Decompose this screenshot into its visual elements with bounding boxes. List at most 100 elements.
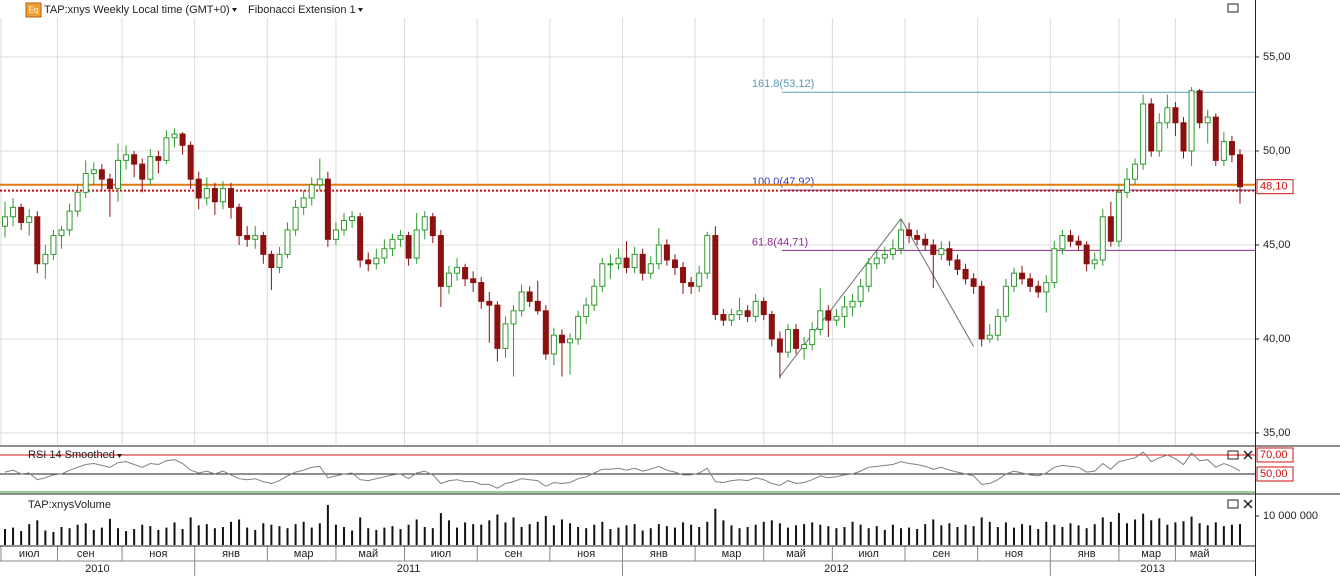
maximize-button[interactable] bbox=[1227, 3, 1239, 13]
fib-trend-line bbox=[779, 218, 902, 377]
volume-bar bbox=[520, 527, 523, 545]
maximize-button[interactable] bbox=[1227, 450, 1239, 460]
candle-body bbox=[1067, 235, 1074, 242]
candle-body bbox=[712, 235, 719, 316]
volume-bar bbox=[165, 527, 168, 545]
candle-body bbox=[542, 310, 549, 355]
volume-bar bbox=[1012, 527, 1015, 545]
candle-body bbox=[1010, 272, 1017, 287]
candle-body bbox=[954, 259, 961, 270]
volume-bar bbox=[423, 527, 426, 545]
y-tick-label: 40,00 bbox=[1263, 333, 1291, 345]
volume-bar bbox=[1182, 521, 1185, 545]
candle-body bbox=[381, 248, 388, 259]
volume-bar bbox=[552, 525, 555, 545]
volume-bar bbox=[4, 529, 6, 545]
volume-bar bbox=[76, 524, 79, 545]
candle-body bbox=[833, 315, 840, 321]
candle-body bbox=[365, 259, 372, 265]
volume-bar bbox=[84, 523, 87, 545]
data-layer: июл сен ноя янв мар май июл сен ноя янв мар май июл с… bbox=[0, 51, 1318, 576]
candle-body bbox=[518, 291, 525, 312]
candle-body bbox=[752, 300, 759, 317]
candle-body bbox=[575, 315, 582, 340]
candle-body bbox=[462, 267, 469, 280]
month-label: сен bbox=[77, 548, 95, 560]
volume-bar bbox=[439, 513, 442, 545]
candle-body bbox=[1237, 154, 1243, 188]
candle-body bbox=[607, 263, 614, 266]
candle-body bbox=[558, 334, 565, 344]
candle-body bbox=[445, 272, 452, 287]
study-label[interactable]: Fibonacci Extension 1 bbox=[248, 4, 356, 16]
candle-body bbox=[583, 304, 590, 317]
candle-body bbox=[42, 253, 49, 265]
candle-body bbox=[1099, 216, 1106, 261]
icon-label: Eq bbox=[29, 6, 39, 15]
candle-body bbox=[171, 133, 178, 139]
dropdown-arrow[interactable] bbox=[117, 454, 122, 458]
close-button[interactable] bbox=[1243, 450, 1253, 460]
candle-body bbox=[1140, 103, 1147, 165]
volume-bar bbox=[875, 526, 878, 545]
candle-body bbox=[591, 285, 598, 306]
maximize-button[interactable] bbox=[1227, 499, 1239, 509]
candle-body bbox=[760, 300, 767, 316]
candle-body bbox=[454, 267, 461, 274]
volume-bar bbox=[36, 520, 39, 545]
volume-bar bbox=[560, 519, 563, 545]
candle-body bbox=[857, 285, 864, 302]
candle-body bbox=[308, 184, 315, 199]
rsi-label[interactable]: RSI 14 Smoothed bbox=[28, 449, 115, 461]
symbol-icon[interactable] bbox=[25, 2, 42, 18]
volume-bar bbox=[1029, 525, 1032, 545]
volume-bar bbox=[665, 526, 668, 545]
candle-body bbox=[74, 191, 81, 212]
chart-title[interactable]: TAP:xnys Weekly Local time (GMT+0) bbox=[44, 4, 230, 16]
volume-bar bbox=[649, 528, 652, 545]
volume-bar bbox=[1117, 513, 1120, 545]
candle-body bbox=[397, 235, 404, 240]
candle-body bbox=[1156, 122, 1163, 152]
candle-body bbox=[647, 263, 654, 274]
volume-bar bbox=[1174, 522, 1177, 545]
candle-body bbox=[187, 144, 194, 180]
candle-body bbox=[2, 216, 8, 227]
volume-bar bbox=[536, 521, 539, 545]
rsi-tick-box bbox=[1256, 447, 1294, 463]
volume-bar bbox=[706, 521, 709, 545]
candle-body bbox=[615, 257, 622, 265]
volume-bar bbox=[996, 527, 999, 545]
candle-body bbox=[1123, 178, 1130, 193]
candle-body bbox=[98, 169, 105, 180]
month-label: июл bbox=[19, 548, 40, 560]
volume-bar bbox=[68, 528, 71, 545]
rsi-tick-label: 50,00 bbox=[1260, 468, 1288, 480]
month-label: май bbox=[1190, 548, 1210, 560]
dropdown-arrow[interactable] bbox=[358, 8, 363, 12]
candle-body bbox=[1051, 248, 1058, 284]
candle-body bbox=[58, 229, 65, 237]
volume-bar bbox=[52, 531, 55, 545]
volume-bar bbox=[843, 527, 846, 545]
volume-bar bbox=[221, 527, 224, 545]
candle-body bbox=[195, 178, 202, 199]
fib-level-label: 61.8(44,71) bbox=[752, 236, 808, 248]
candle-body bbox=[155, 156, 162, 161]
volume-bar bbox=[407, 524, 410, 545]
candle-body bbox=[1188, 90, 1195, 152]
candle-body bbox=[228, 188, 235, 208]
candle-body bbox=[1172, 107, 1179, 124]
volume-bar bbox=[1134, 519, 1137, 545]
month-label: ноя bbox=[1005, 548, 1023, 560]
candle-body bbox=[147, 156, 154, 180]
volume-bar bbox=[310, 527, 313, 545]
close-button[interactable] bbox=[1243, 499, 1253, 509]
candle-body bbox=[1196, 90, 1203, 124]
dropdown-arrow[interactable] bbox=[232, 8, 237, 12]
candle-body bbox=[526, 291, 533, 302]
candle-body bbox=[865, 263, 872, 287]
month-label: мар bbox=[294, 548, 314, 560]
candle-body bbox=[106, 178, 113, 190]
